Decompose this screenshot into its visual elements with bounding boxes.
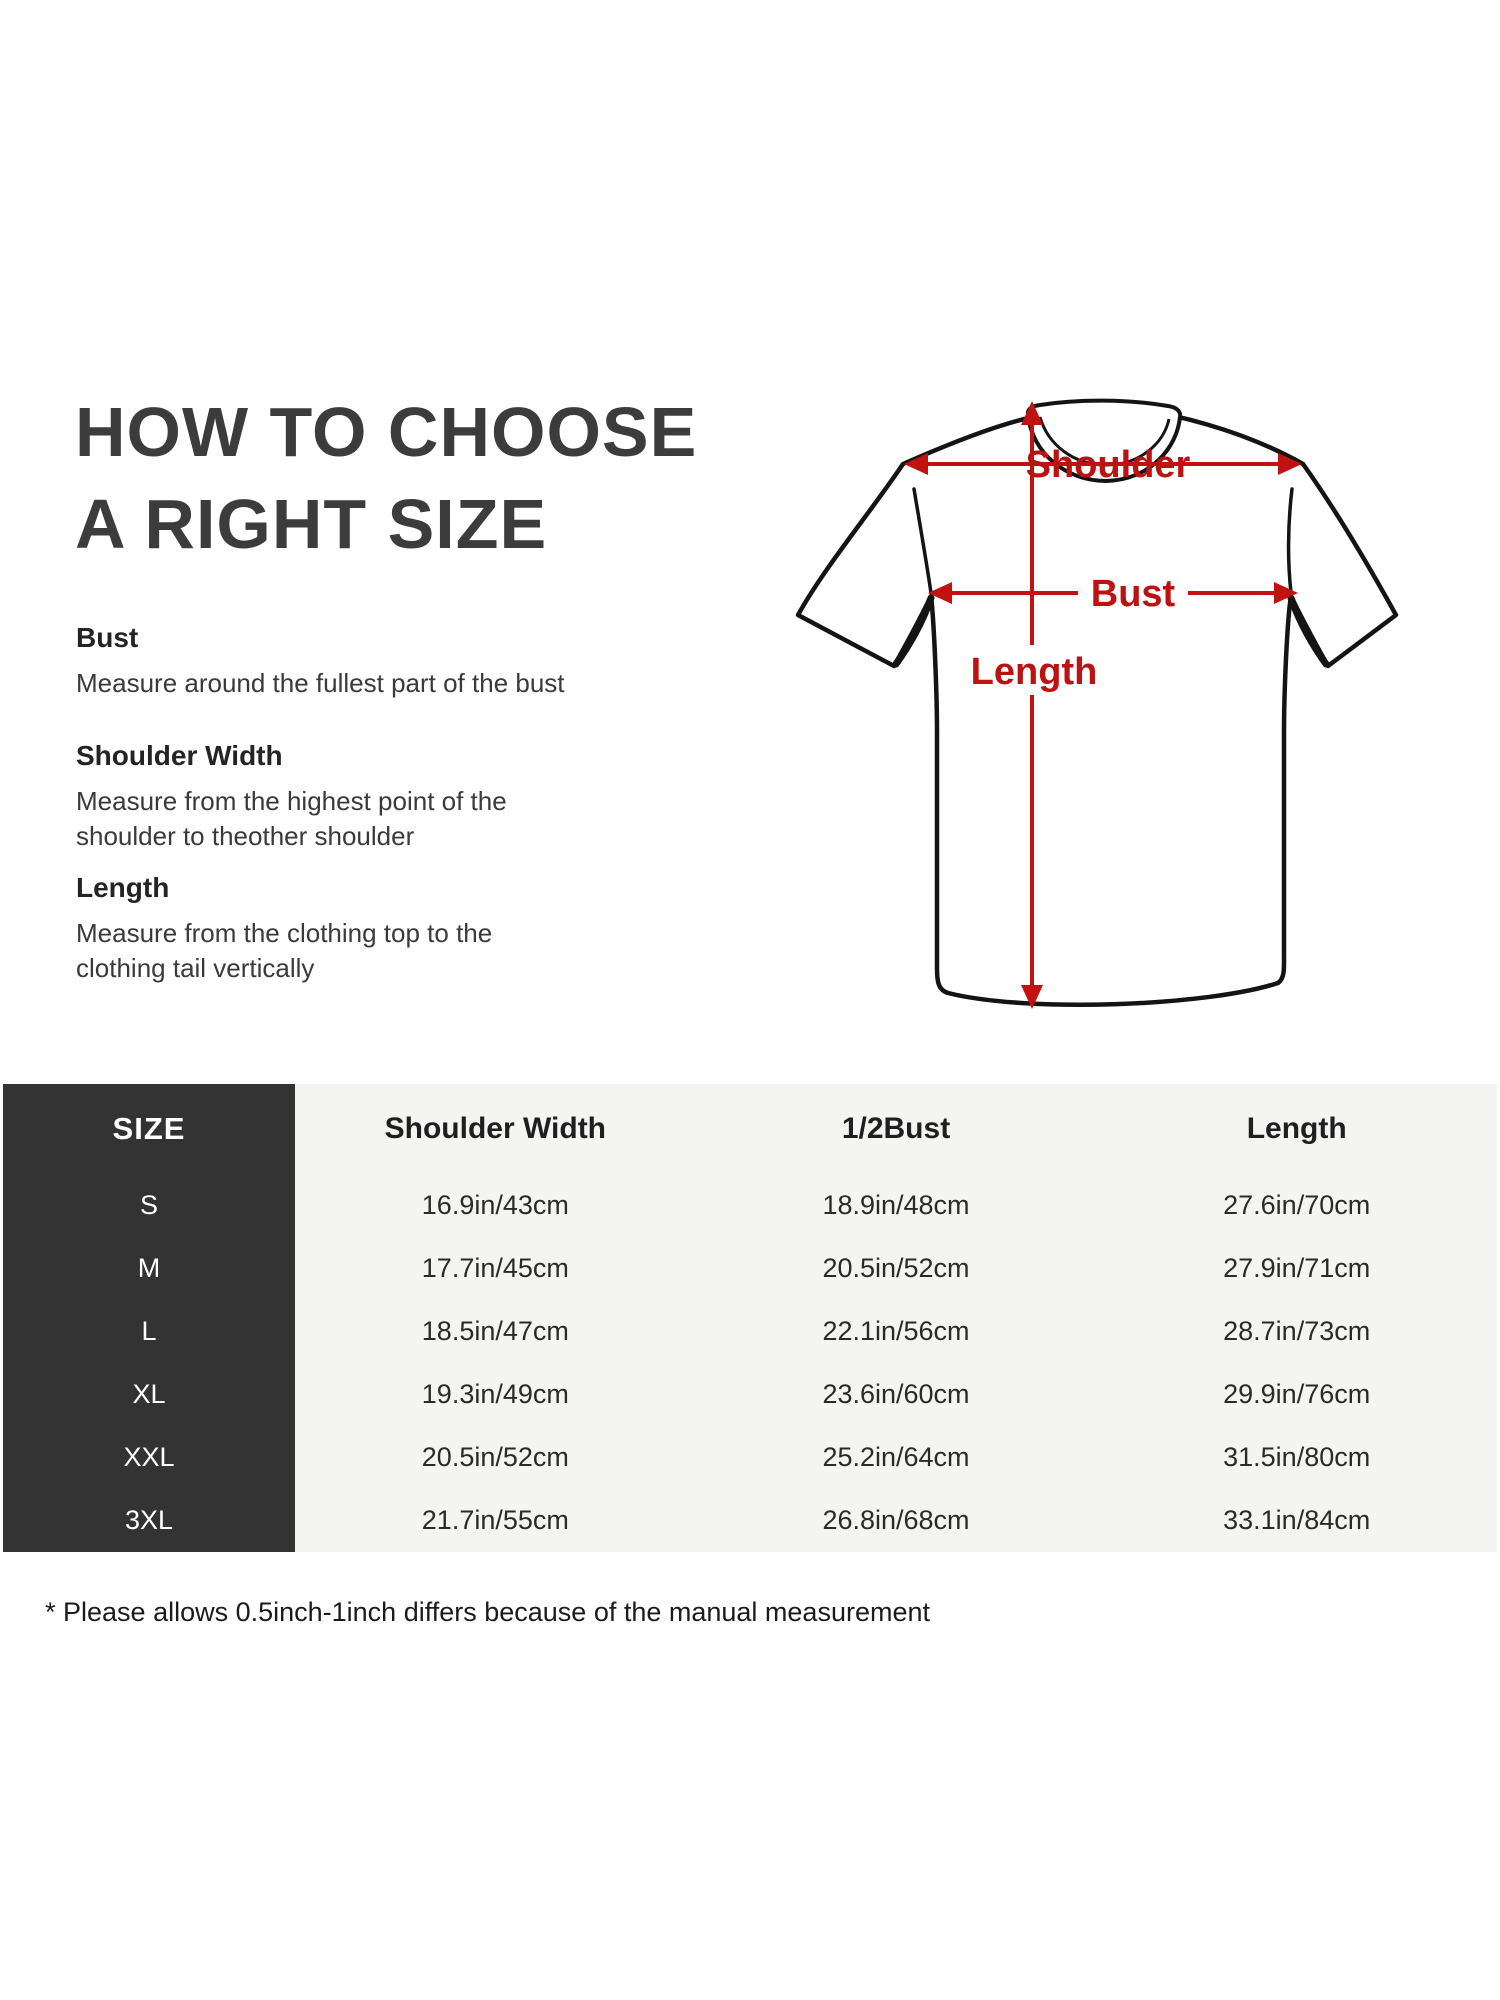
half-bust-value: 25.2in/64cm (695, 1426, 1097, 1489)
bust-label: Bust (1091, 573, 1176, 615)
instruction-length-line2: clothing tail vertically (76, 953, 315, 983)
half-bust-value: 20.5in/52cm (695, 1237, 1097, 1300)
tshirt-measure-diagram: Shoulder Bust Length (795, 398, 1399, 1009)
tshirt-outline (795, 404, 1399, 1007)
instruction-bust: Bust Measure around the fullest part of … (76, 622, 636, 701)
instruction-shoulder-width: Shoulder Width Measure from the highest … (76, 740, 636, 854)
shoulder-label: Shoulder (1026, 444, 1191, 486)
page-title: HOW TO CHOOSE A RIGHT SIZE (75, 386, 775, 570)
length-value: 28.7in/73cm (1096, 1300, 1498, 1363)
bust-arrowhead-right (1274, 582, 1298, 604)
instruction-length-text: Measure from the clothing top to the clo… (76, 916, 636, 986)
page-title-line1: HOW TO CHOOSE (75, 393, 698, 471)
length-label: Length (971, 651, 1098, 693)
table-row-3xl: 3XL 21.7in/55cm 26.8in/68cm 33.1in/84cm (3, 1489, 1498, 1552)
right-armpit-shadow (1287, 594, 1330, 668)
table-row-xxl: XXL 20.5in/52cm 25.2in/64cm 31.5in/80cm (3, 1426, 1498, 1489)
table-row-xl: XL 19.3in/49cm 23.6in/60cm 29.9in/76cm (3, 1363, 1498, 1426)
shoulder-width-value: 20.5in/52cm (295, 1426, 696, 1489)
page-title-line2: A RIGHT SIZE (75, 485, 548, 563)
shoulder-arrowhead-right (1278, 453, 1302, 475)
length-value: 27.6in/70cm (1096, 1174, 1498, 1237)
half-bust-value: 22.1in/56cm (695, 1300, 1097, 1363)
half-bust-value: 26.8in/68cm (695, 1489, 1097, 1552)
shoulder-arrowhead-left (904, 453, 928, 475)
instruction-bust-text: Measure around the fullest part of the b… (76, 666, 636, 701)
table-row-l: L 18.5in/47cm 22.1in/56cm 28.7in/73cm (3, 1300, 1498, 1363)
size-table: SIZE Shoulder Width 1/2Bust Length S 16.… (3, 1084, 1498, 1552)
collar (1025, 398, 1183, 483)
left-armpit-shadow (892, 594, 935, 668)
size-label: M (3, 1237, 295, 1300)
size-label: XL (3, 1363, 295, 1426)
size-table-header-shoulder-width: Shoulder Width (295, 1084, 696, 1174)
instruction-shoulder-text: Measure from the highest point of the sh… (76, 784, 636, 854)
shoulder-width-value: 18.5in/47cm (295, 1300, 696, 1363)
instruction-length-line1: Measure from the clothing top to the (76, 918, 493, 948)
length-arrowhead-down (1021, 985, 1043, 1009)
instruction-bust-heading: Bust (76, 622, 139, 653)
shoulder-width-value: 21.7in/55cm (295, 1489, 696, 1552)
length-value: 29.9in/76cm (1096, 1363, 1498, 1426)
half-bust-value: 18.9in/48cm (695, 1174, 1097, 1237)
table-row-m: M 17.7in/45cm 20.5in/52cm 27.9in/71cm (3, 1237, 1498, 1300)
left-armhole-seam (912, 487, 933, 595)
size-label: 3XL (3, 1489, 295, 1552)
bust-arrowhead-left (928, 582, 952, 604)
right-armhole-seam (1286, 487, 1294, 595)
shoulder-width-value: 16.9in/43cm (295, 1174, 696, 1237)
size-label: L (3, 1300, 295, 1363)
size-table-header-length: Length (1096, 1084, 1498, 1174)
length-value: 33.1in/84cm (1096, 1489, 1498, 1552)
size-table-header-half-bust: 1/2Bust (695, 1084, 1097, 1174)
size-label: S (3, 1174, 295, 1237)
shoulder-width-value: 17.7in/45cm (295, 1237, 696, 1300)
length-value: 27.9in/71cm (1096, 1237, 1498, 1300)
size-table-header-row: SIZE Shoulder Width 1/2Bust Length (3, 1084, 1498, 1174)
instruction-shoulder-line1: Measure from the highest point of the (76, 786, 507, 816)
instruction-shoulder-line2: shoulder to theother shoulder (76, 821, 415, 851)
size-label: XXL (3, 1426, 295, 1489)
shoulder-width-value: 19.3in/49cm (295, 1363, 696, 1426)
measurement-disclaimer: * Please allows 0.5inch-1inch differs be… (45, 1597, 931, 1627)
table-row-s: S 16.9in/43cm 18.9in/48cm 27.6in/70cm (3, 1174, 1498, 1237)
instruction-shoulder-heading: Shoulder Width (76, 740, 283, 771)
length-arrowhead-up (1021, 401, 1043, 425)
instruction-length: Length Measure from the clothing top to … (76, 872, 636, 986)
instruction-length-heading: Length (76, 872, 170, 903)
instruction-bust-line1: Measure around the fullest part of the b… (76, 668, 565, 698)
length-value: 31.5in/80cm (1096, 1426, 1498, 1489)
size-table-header-size: SIZE (3, 1084, 295, 1174)
half-bust-value: 23.6in/60cm (695, 1363, 1097, 1426)
